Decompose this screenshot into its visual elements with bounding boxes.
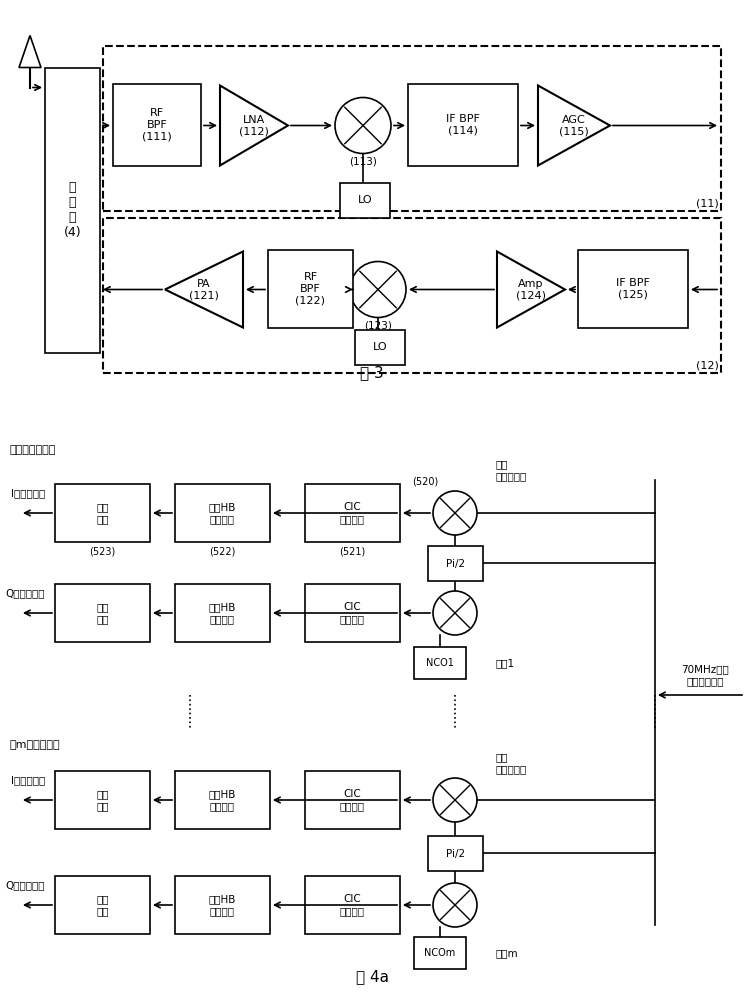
- Text: 第m个载波信道: 第m个载波信道: [10, 740, 60, 750]
- FancyBboxPatch shape: [45, 68, 100, 353]
- Polygon shape: [497, 251, 565, 328]
- FancyBboxPatch shape: [428, 546, 483, 581]
- Circle shape: [335, 98, 391, 153]
- Text: IF BPF
(114): IF BPF (114): [446, 114, 480, 135]
- FancyBboxPatch shape: [175, 876, 270, 934]
- FancyBboxPatch shape: [340, 182, 390, 218]
- Circle shape: [433, 778, 477, 822]
- Text: (521): (521): [339, 547, 365, 557]
- Text: 第一个载波信道: 第一个载波信道: [10, 445, 57, 455]
- FancyBboxPatch shape: [428, 836, 483, 871]
- Text: 多级HB
抽取滤波: 多级HB 抽取滤波: [209, 894, 236, 916]
- Circle shape: [433, 883, 477, 927]
- Text: RF
BPF
(122): RF BPF (122): [296, 272, 326, 305]
- Text: 数字
正交下变频: 数字 正交下变频: [495, 752, 526, 774]
- Text: 图 4a: 图 4a: [355, 970, 388, 984]
- Text: Amp
(124): Amp (124): [516, 279, 546, 300]
- Text: 图 3: 图 3: [360, 365, 384, 380]
- FancyBboxPatch shape: [268, 249, 353, 328]
- Text: (522): (522): [209, 547, 235, 557]
- FancyBboxPatch shape: [175, 484, 270, 542]
- FancyBboxPatch shape: [305, 876, 400, 934]
- Text: LO: LO: [372, 342, 387, 352]
- Text: 低通
滤波: 低通 滤波: [96, 602, 109, 624]
- Text: (11): (11): [697, 198, 719, 209]
- Polygon shape: [165, 251, 243, 328]
- Text: Q路基带信号: Q路基带信号: [5, 588, 45, 598]
- Text: RF
BPF
(111): RF BPF (111): [142, 108, 172, 141]
- FancyBboxPatch shape: [113, 84, 201, 165]
- FancyBboxPatch shape: [55, 771, 150, 829]
- Text: NCOm: NCOm: [425, 948, 456, 958]
- FancyBboxPatch shape: [175, 584, 270, 642]
- Polygon shape: [19, 35, 41, 68]
- Text: Pi/2: Pi/2: [446, 558, 465, 568]
- Text: 低通
滤波: 低通 滤波: [96, 789, 109, 811]
- FancyBboxPatch shape: [55, 876, 150, 934]
- Circle shape: [350, 261, 406, 318]
- Text: (523): (523): [89, 547, 115, 557]
- FancyBboxPatch shape: [355, 330, 405, 364]
- Text: IF BPF
(125): IF BPF (125): [616, 278, 650, 299]
- FancyBboxPatch shape: [175, 771, 270, 829]
- Text: NCO1: NCO1: [426, 658, 454, 668]
- Text: PA
(121): PA (121): [189, 279, 219, 300]
- Text: 多级HB
抽取滤波: 多级HB 抽取滤波: [209, 502, 236, 524]
- Text: 数字
正交下变频: 数字 正交下变频: [495, 459, 526, 481]
- Text: LO: LO: [358, 195, 372, 205]
- FancyBboxPatch shape: [55, 484, 150, 542]
- Text: AGC
(115): AGC (115): [559, 115, 589, 136]
- FancyBboxPatch shape: [414, 937, 466, 969]
- Text: 双
工
器
(4): 双 工 器 (4): [63, 181, 81, 239]
- FancyBboxPatch shape: [408, 84, 518, 165]
- Text: 70MHz中频
宽带数字信号: 70MHz中频 宽带数字信号: [681, 664, 729, 686]
- FancyBboxPatch shape: [305, 584, 400, 642]
- Text: 低通
滤波: 低通 滤波: [96, 502, 109, 524]
- FancyBboxPatch shape: [414, 647, 466, 679]
- Polygon shape: [538, 86, 610, 165]
- Text: I路基带信号: I路基带信号: [10, 488, 45, 498]
- Text: 载波m: 载波m: [496, 948, 519, 958]
- Text: I路基带信号: I路基带信号: [10, 775, 45, 785]
- Text: 多级HB
抽取滤波: 多级HB 抽取滤波: [209, 789, 236, 811]
- Circle shape: [433, 591, 477, 635]
- Text: Q路基带信号: Q路基带信号: [5, 880, 45, 890]
- Text: (113): (113): [349, 156, 377, 166]
- Text: LNA
(112): LNA (112): [239, 115, 269, 136]
- Text: CIC
抽取滤波: CIC 抽取滤波: [340, 894, 365, 916]
- Text: 多级HB
抽取滤波: 多级HB 抽取滤波: [209, 602, 236, 624]
- Text: (123): (123): [364, 320, 392, 330]
- Circle shape: [433, 491, 477, 535]
- Polygon shape: [220, 86, 288, 165]
- Text: Pi/2: Pi/2: [446, 848, 465, 858]
- Text: CIC
抽取滤波: CIC 抽取滤波: [340, 502, 365, 524]
- FancyBboxPatch shape: [305, 484, 400, 542]
- FancyBboxPatch shape: [55, 584, 150, 642]
- Text: (12): (12): [696, 360, 719, 370]
- Text: 载波1: 载波1: [496, 658, 515, 668]
- FancyBboxPatch shape: [305, 771, 400, 829]
- FancyBboxPatch shape: [578, 249, 688, 328]
- Text: CIC
抽取滤波: CIC 抽取滤波: [340, 602, 365, 624]
- Text: (520): (520): [412, 476, 438, 486]
- Text: 低通
滤波: 低通 滤波: [96, 894, 109, 916]
- Text: CIC
抽取滤波: CIC 抽取滤波: [340, 789, 365, 811]
